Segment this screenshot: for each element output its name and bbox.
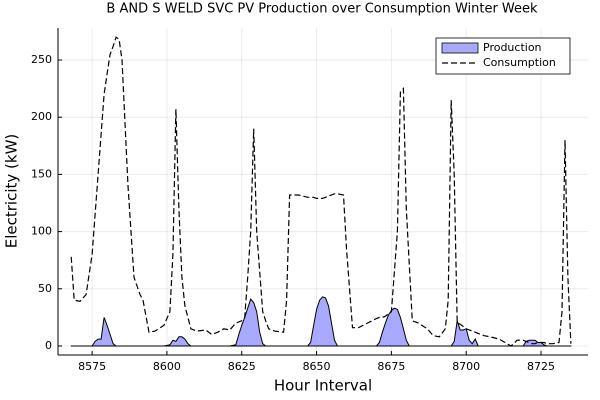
- y-axis-label: Electricity (kW): [3, 134, 21, 249]
- production-area: [70, 296, 572, 347]
- chart-title: B AND S WELD SVC PV Production over Cons…: [106, 2, 538, 17]
- legend-label: Consumption: [483, 56, 556, 69]
- x-tick-label: 8725: [527, 360, 555, 373]
- y-tick-label: 0: [45, 339, 52, 352]
- y-tick-label: 50: [38, 282, 52, 295]
- x-tick-label: 8600: [153, 360, 181, 373]
- y-tick-label: 150: [31, 167, 52, 180]
- legend: Production Consumption: [435, 37, 571, 75]
- x-tick-label: 8650: [303, 360, 331, 373]
- x-axis-label: Hour Interval: [274, 377, 372, 395]
- x-tick-label: 8575: [78, 360, 106, 373]
- consumption-line: [70, 36, 572, 347]
- y-tick-label: 250: [31, 53, 52, 66]
- y-tick-label: 200: [31, 110, 52, 123]
- x-tick-label: 8625: [228, 360, 256, 373]
- x-tick-label: 8675: [377, 360, 405, 373]
- legend-label: Production: [483, 41, 542, 54]
- y-tick-label: 100: [31, 225, 52, 238]
- x-tick-label: 8700: [452, 360, 480, 373]
- legend-swatch: [441, 42, 479, 54]
